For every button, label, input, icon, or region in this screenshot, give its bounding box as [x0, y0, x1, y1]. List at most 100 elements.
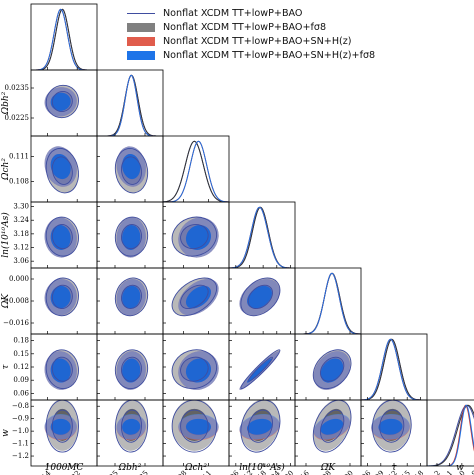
contour-1-95	[45, 84, 79, 119]
contour-1-95	[45, 216, 79, 257]
y-tick-label: 0.0225	[5, 114, 30, 122]
marginal-curve-2	[361, 338, 427, 400]
contour-4-68	[378, 418, 403, 435]
contour-1-95	[45, 147, 79, 194]
x-tick-label: 3.24	[265, 469, 282, 475]
contour-4-68	[50, 285, 71, 309]
contour-1-68	[121, 356, 142, 382]
y-tick-label: 0.0235	[5, 84, 30, 92]
panel-theta-theta	[30, 3, 98, 71]
contour-4-68	[320, 418, 344, 435]
x-tick-label: 3.18	[251, 469, 268, 475]
contour-1-95	[114, 349, 149, 390]
panel-logA-w: 3.063.123.183.243.30	[224, 399, 296, 475]
legend-item-3: Nonflat XCDM TT+lowP+BAO+SN+H(z)	[127, 35, 352, 48]
panel-ombh2-tau	[96, 333, 164, 401]
contour-1-95	[114, 277, 149, 317]
x-axis-label-omch2: Ωch²	[184, 463, 207, 473]
legend-blue-swatch	[127, 51, 155, 60]
panel-omk-tau	[294, 333, 362, 401]
contour-4-68	[122, 153, 141, 180]
panel-content	[114, 400, 149, 453]
contour-4-68	[50, 418, 71, 435]
legend-item-1: Nonflat XCDM TT+lowP+BAO	[127, 7, 302, 20]
panel-content	[44, 216, 79, 258]
marginal-curve-4	[163, 140, 229, 202]
y-tick-label: 3.24	[13, 216, 29, 224]
panel-content	[171, 400, 219, 453]
y-tick-label: 3.12	[13, 244, 29, 252]
marginal-curve-2	[427, 404, 474, 466]
y-tick-label: 0.15	[13, 350, 29, 358]
x-tick-label: 0.06	[356, 469, 373, 475]
panel-frame	[30, 3, 98, 71]
contour-4-68	[320, 358, 344, 383]
contour-1-68	[180, 224, 209, 250]
legend-red-swatch	[127, 37, 155, 46]
contour-1-95	[240, 349, 281, 390]
contour-1-68	[121, 156, 142, 185]
contour-1-68	[51, 356, 73, 382]
panel-content	[427, 404, 474, 466]
contour-1-95	[45, 349, 79, 390]
contour-1-68	[247, 284, 273, 310]
x-tick-label: 0.12	[382, 469, 399, 475]
legend-label-4: Nonflat XCDM TT+lowP+BAO+SN+H(z)+fσ8	[163, 50, 376, 61]
x-axis-label-logA: ln(10¹⁰As)	[239, 462, 285, 473]
contour-4-68	[122, 225, 141, 250]
x-tick-label: 0.000	[335, 469, 355, 475]
marginal-curve-2	[163, 140, 229, 202]
panel-content	[97, 74, 163, 136]
y-tick-label: −0.016	[3, 319, 29, 327]
panel-content	[114, 216, 149, 258]
marginal-curve-3	[163, 140, 229, 202]
contour-1-95	[171, 349, 218, 390]
panel-content	[114, 349, 149, 390]
legend-item-4: Nonflat XCDM TT+lowP+BAO+SN+H(z)+fσ8	[127, 49, 375, 62]
marginal-curve-4	[427, 404, 474, 466]
panel-frame	[162, 135, 230, 203]
contour-4-68	[247, 285, 272, 309]
panel-content	[239, 349, 281, 390]
panel-content	[44, 400, 79, 453]
panel-ombh2-ombh2	[96, 69, 164, 137]
panel-content	[239, 400, 281, 453]
contour-1-68	[319, 356, 345, 382]
contour-4-68	[50, 153, 71, 180]
legend: Nonflat XCDM TT+lowP+BAO Nonflat XCDM TT…	[121, 4, 455, 61]
y-tick-label: 0.12	[13, 363, 29, 371]
marginal-curve-4	[229, 206, 295, 268]
x-tick-label: −1.0	[449, 469, 467, 475]
contour-1-68	[180, 409, 209, 443]
panel-theta-tau: 0.06 0.09 0.12 0.15 0.18	[13, 333, 98, 401]
contour-1-68	[51, 284, 73, 310]
x-tick-label: 0.09	[369, 469, 386, 475]
panel-theta-logA: 3.06 3.12 3.18 3.24 3.30	[13, 201, 98, 269]
x-axis-label-w: w	[456, 463, 464, 473]
panel-frame	[228, 201, 296, 269]
panel-content	[163, 140, 229, 202]
panel-content	[371, 400, 412, 453]
x-tick-label: 3.06	[224, 469, 241, 475]
y-tick-label: 0.06	[13, 389, 29, 397]
y-tick-label: −1.1	[12, 440, 29, 448]
panel-theta-ombh2: 0.0225 0.0235	[5, 69, 98, 137]
panel-omch2-w: 0.108 0.111	[162, 399, 230, 475]
panel-frame	[426, 399, 474, 467]
legend-label-2: Nonflat XCDM TT+lowP+BAO+fσ8	[163, 22, 327, 33]
x-axis-label-ombh2: Ωbh²	[118, 463, 142, 473]
panel-content	[295, 272, 361, 334]
contour-1-68	[121, 409, 142, 443]
legend-label-1: Nonflat XCDM TT+lowP+BAO	[163, 8, 303, 19]
contour-1-68	[247, 356, 273, 382]
contour-1-68	[121, 224, 142, 250]
y-axis-label-omk: ΩK	[1, 293, 11, 309]
x-tick-label: 0.15	[395, 469, 412, 475]
marginal-curve-3	[229, 206, 295, 268]
contour-1-95	[45, 277, 79, 317]
contour-1-68	[51, 409, 73, 443]
panel-content	[44, 277, 79, 317]
panel-ombh2-omk	[96, 267, 164, 335]
panel-content	[44, 84, 79, 119]
contour-1-95	[240, 277, 281, 317]
